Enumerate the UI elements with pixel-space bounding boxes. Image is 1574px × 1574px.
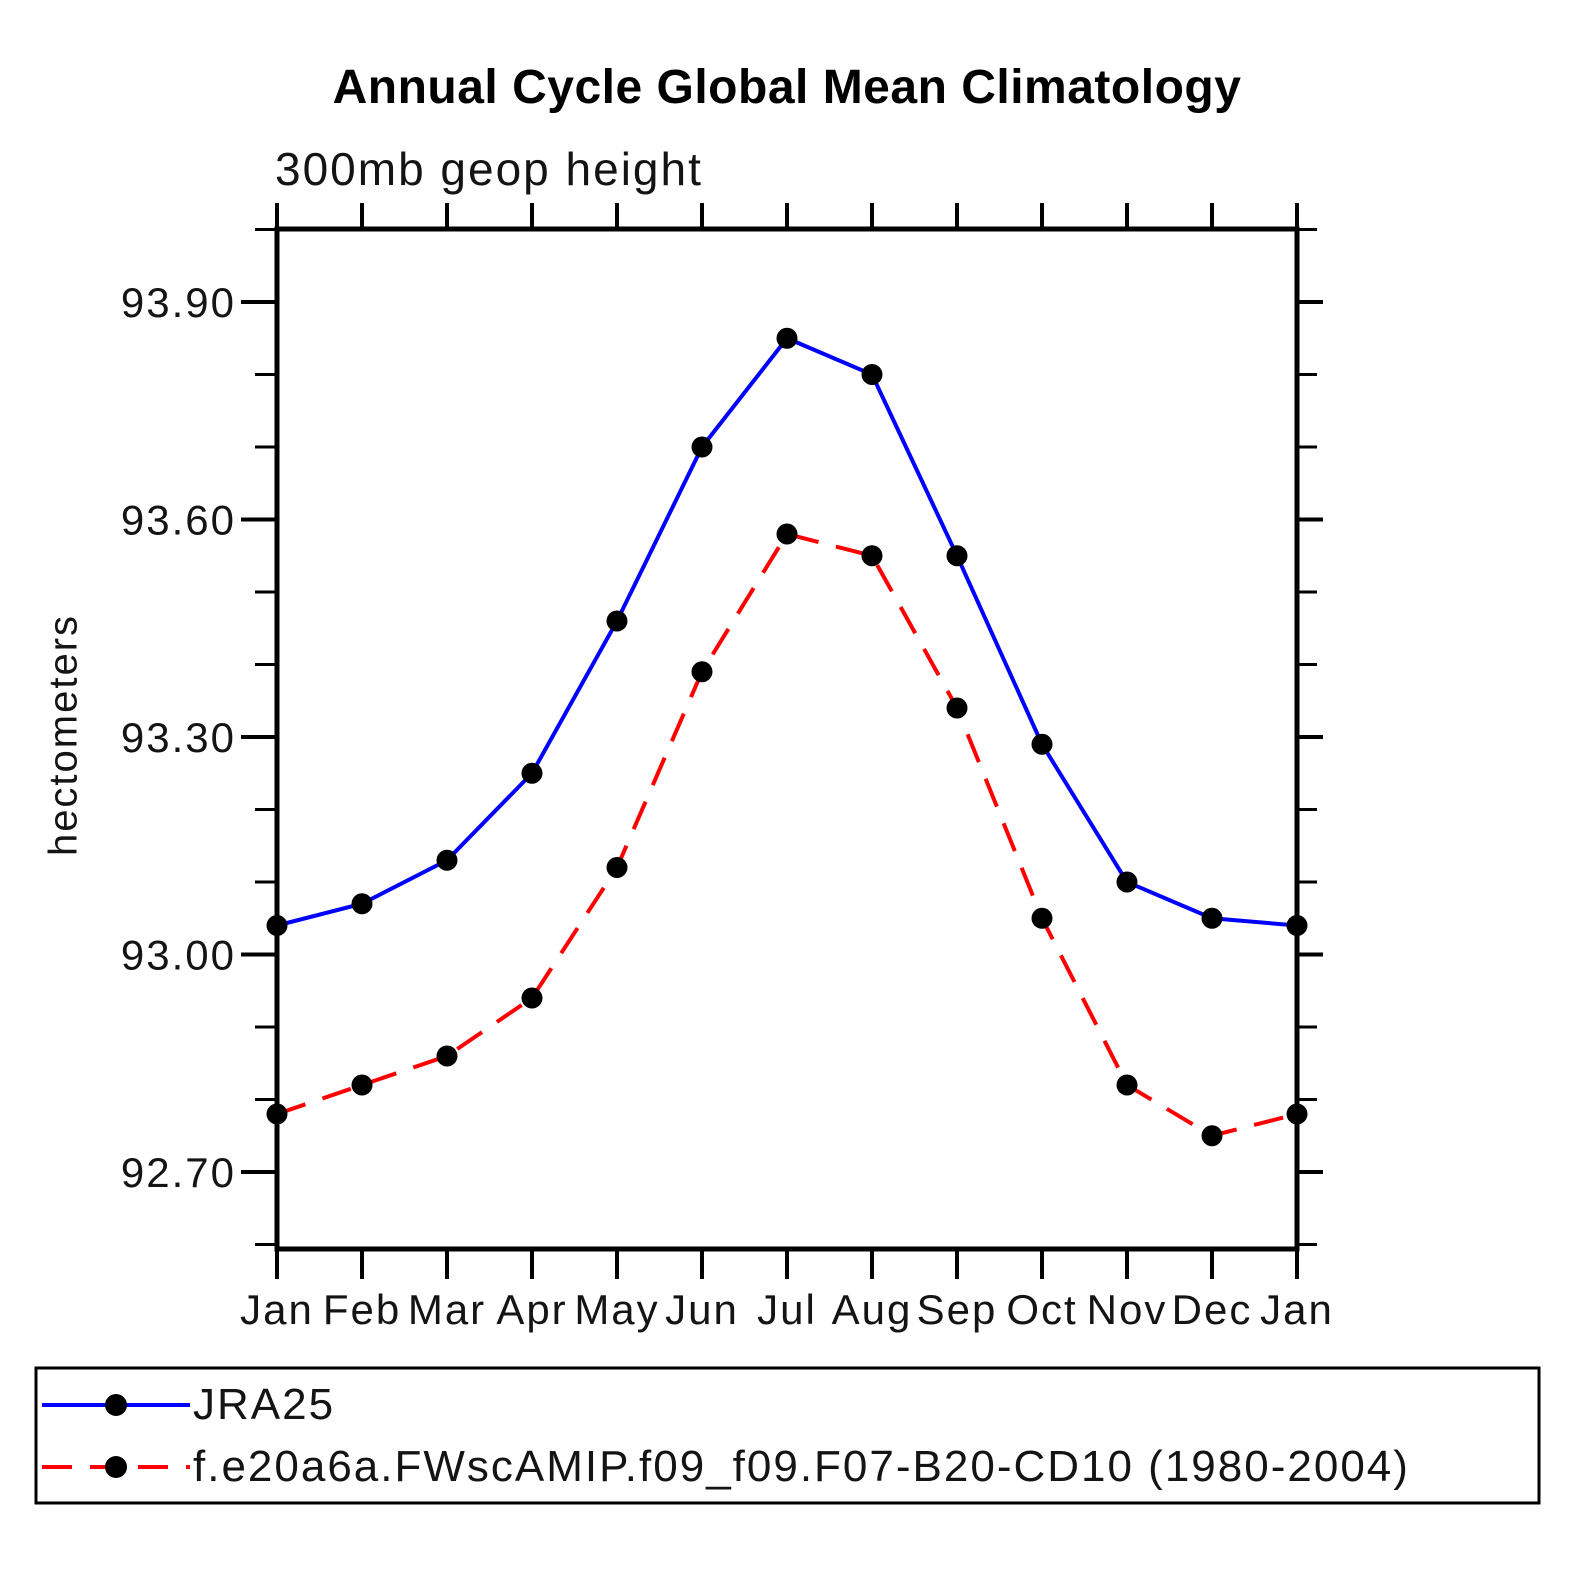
data-point-marker: [1116, 871, 1138, 893]
data-point-marker: [1286, 1103, 1308, 1125]
legend-label-jra25: JRA25: [193, 1380, 336, 1429]
data-point-marker: [351, 1074, 373, 1096]
data-point-marker: [436, 1045, 458, 1067]
data-point-marker: [266, 915, 288, 936]
x-axis-month-label: Jul: [757, 1286, 817, 1333]
data-point-marker: [1201, 1125, 1223, 1147]
data-point-marker: [521, 987, 543, 1009]
x-axis-month-label: Jan: [1260, 1286, 1334, 1333]
x-axis-month-label: Nov: [1087, 1286, 1168, 1333]
series-line-1: [276, 531, 1298, 1138]
data-point-marker: [776, 523, 798, 545]
legend-label-model-run: f.e20a6a.FWscAMIP.f09_f09.F07-B20-CD10 (…: [193, 1442, 1410, 1491]
y-axis-tick-label: 93.30: [121, 714, 236, 761]
y-axis-tick-label: 93.60: [121, 497, 236, 544]
x-axis-month-label: Aug: [832, 1286, 913, 1333]
x-axis-month-label: Oct: [1006, 1286, 1077, 1333]
data-point-marker: [266, 1103, 288, 1125]
data-point-marker: [1031, 907, 1053, 929]
data-point-marker: [1116, 1074, 1138, 1096]
data-point-marker: [436, 849, 458, 871]
x-axis-month-label: May: [574, 1286, 659, 1333]
data-point-marker: [861, 545, 883, 567]
data-point-marker: [1286, 915, 1308, 936]
x-axis-month-label: Jun: [665, 1286, 739, 1333]
data-point-marker: [946, 545, 968, 567]
legend-box: [34, 1366, 1541, 1505]
data-point-marker: [1201, 907, 1223, 929]
data-point-marker: [1031, 733, 1053, 755]
data-point-marker: [351, 893, 373, 915]
x-axis-month-label: Feb: [323, 1286, 401, 1333]
legend-marker-0: [105, 1394, 127, 1416]
series-line-0: [276, 335, 1298, 928]
y-axis-tick-label: 93.90: [121, 279, 236, 326]
y-axis-tick-label: 92.70: [121, 1149, 236, 1196]
data-point-marker: [606, 857, 628, 878]
data-point-marker: [691, 661, 713, 683]
x-axis-month-label: Jan: [240, 1286, 314, 1333]
x-axis-month-label: Apr: [496, 1286, 567, 1333]
data-point-marker: [606, 610, 628, 632]
y-axis-tick-label: 93.00: [121, 932, 236, 979]
data-point-marker: [946, 697, 968, 719]
data-point-marker: [521, 762, 543, 784]
x-axis-month-label: Mar: [408, 1286, 486, 1333]
chart-title: Annual Cycle Global Mean Climatology: [332, 61, 1242, 114]
data-point-marker: [861, 364, 883, 385]
data-point-marker: [691, 436, 713, 458]
chart-subtitle: 300mb geop height: [275, 143, 703, 195]
data-point-marker: [776, 327, 798, 349]
x-axis-month-label: Sep: [917, 1286, 998, 1333]
legend-marker-1: [105, 1456, 127, 1478]
x-axis-month-label: Dec: [1172, 1286, 1253, 1333]
